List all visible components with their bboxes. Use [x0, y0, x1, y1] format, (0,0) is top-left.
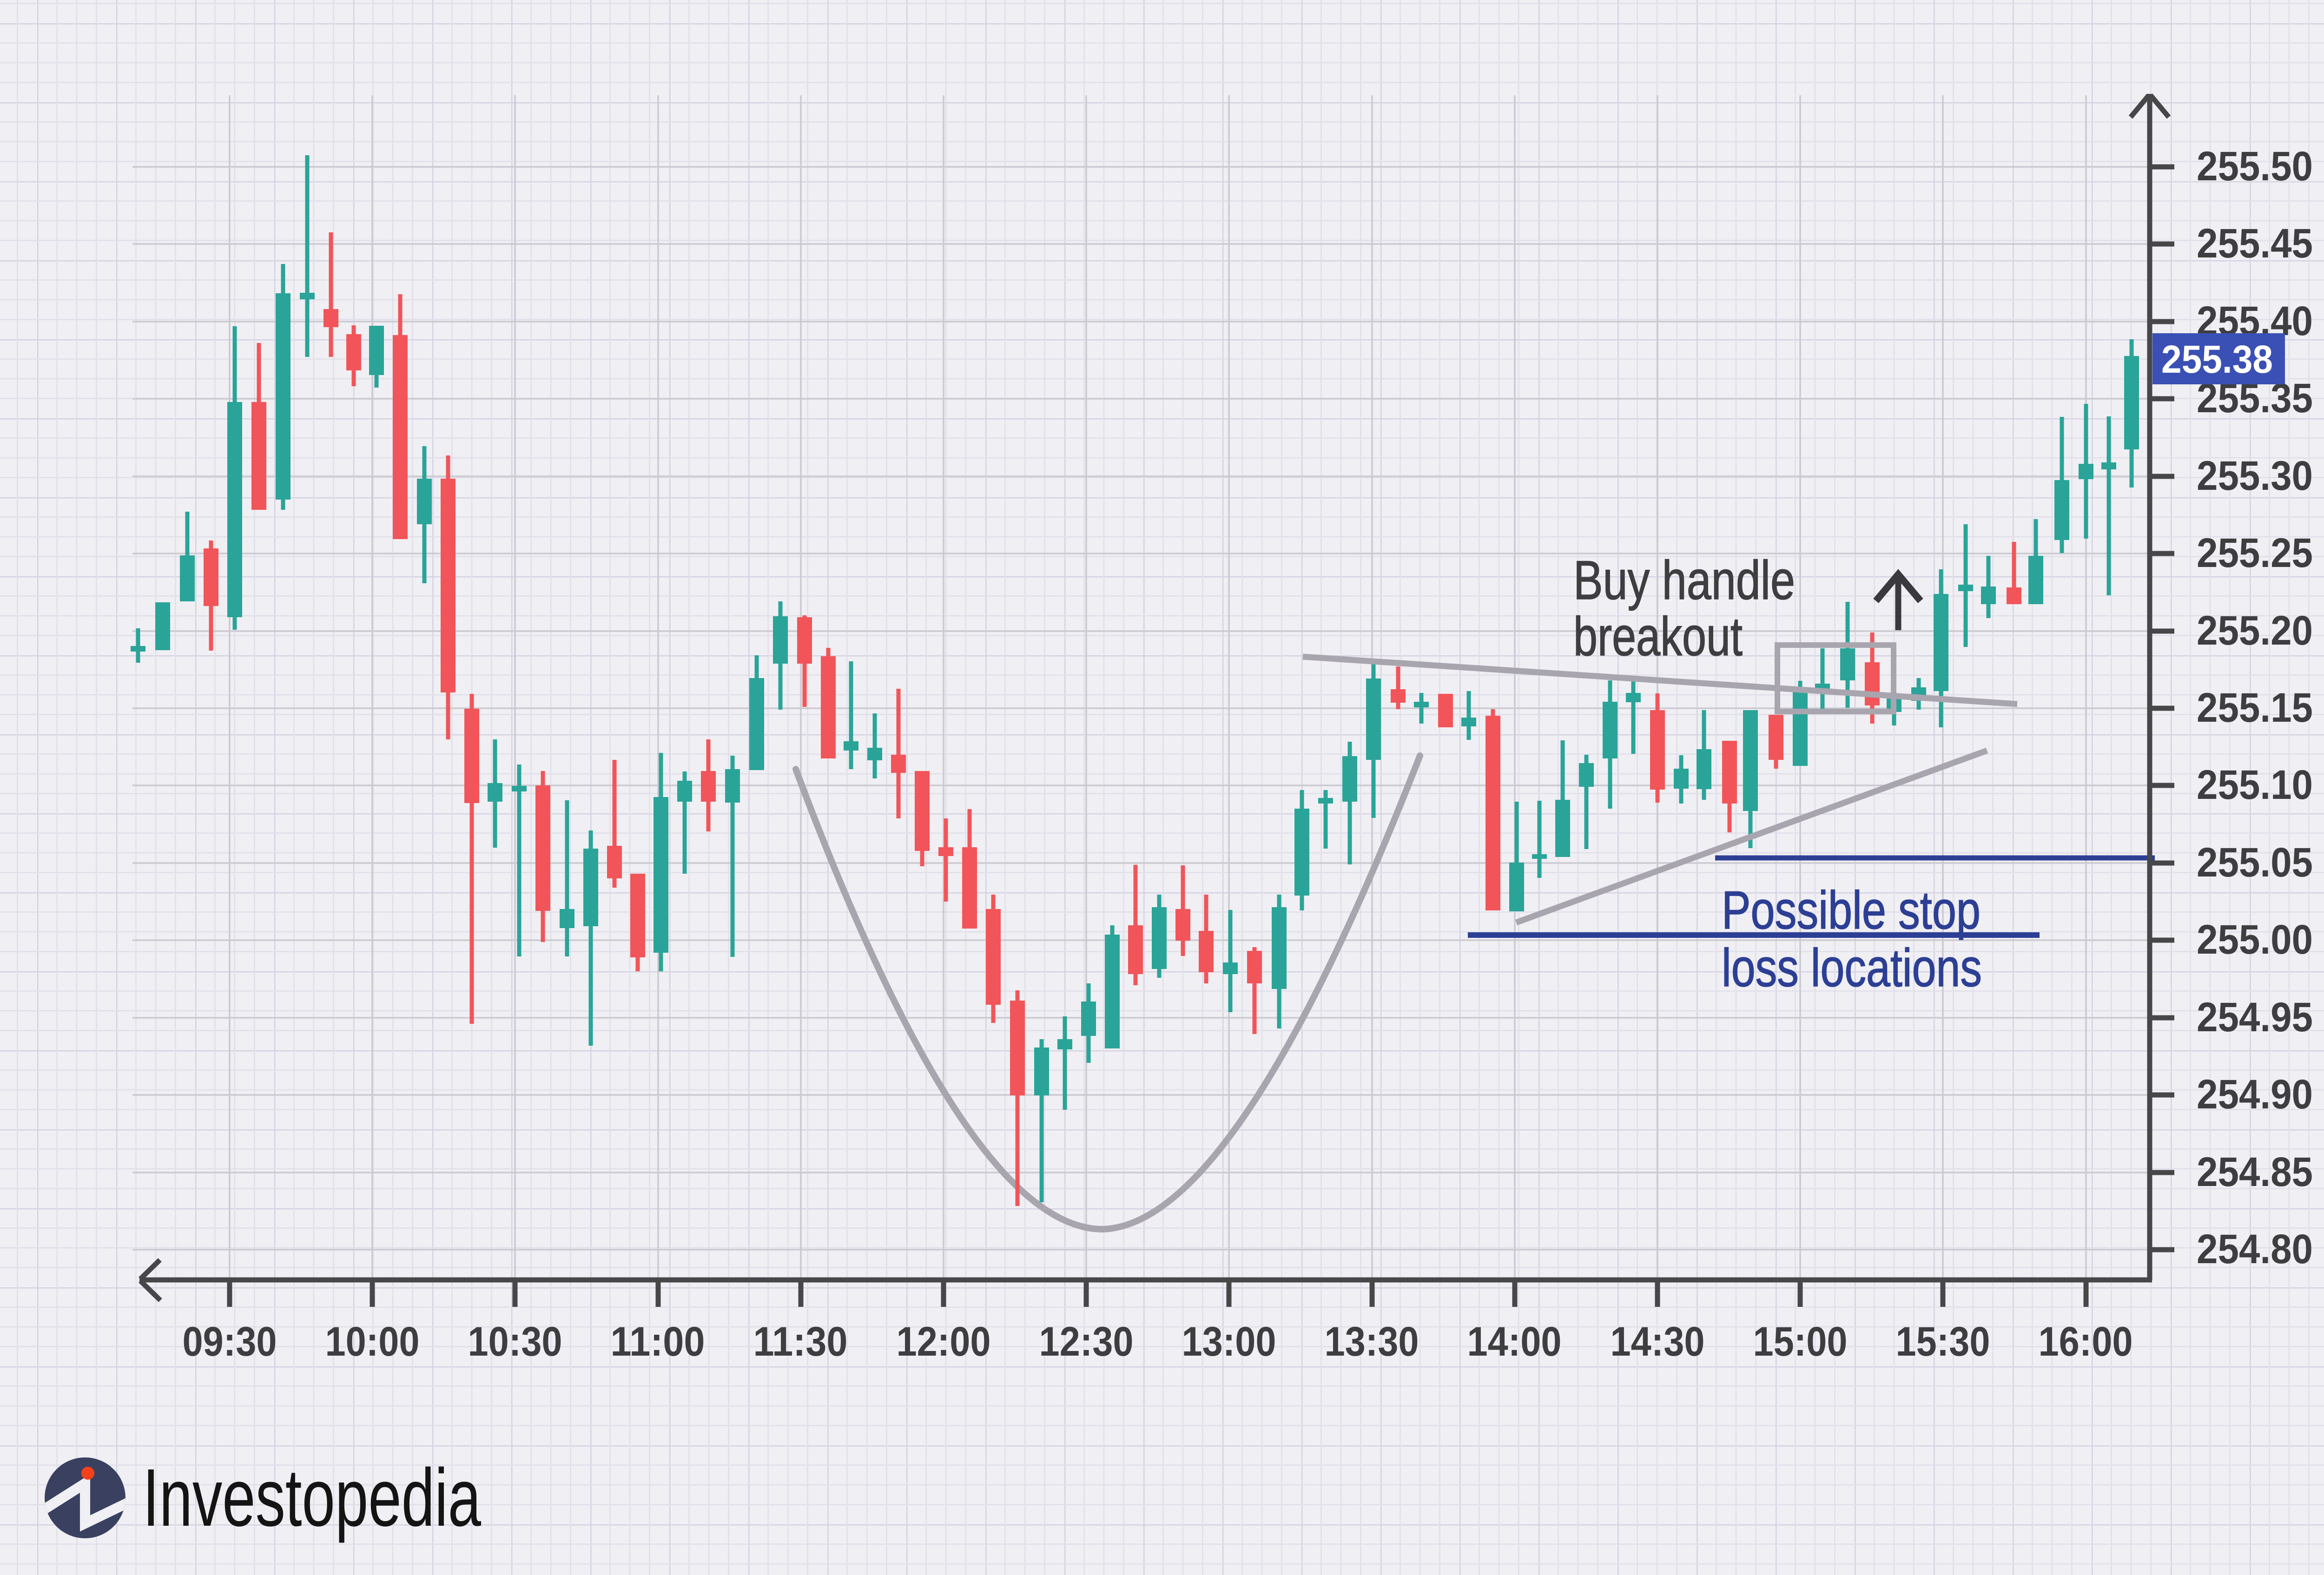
svg-text:15:30: 15:30 [1896, 1318, 1990, 1364]
svg-text:255.00: 255.00 [2197, 916, 2313, 962]
svg-text:Possible stop: Possible stop [1722, 881, 1981, 940]
svg-text:13:30: 13:30 [1325, 1318, 1419, 1364]
svg-text:15:00: 15:00 [1753, 1318, 1848, 1364]
svg-text:09:30: 09:30 [183, 1318, 277, 1364]
svg-text:255.15: 255.15 [2197, 684, 2313, 731]
svg-text:254.95: 254.95 [2197, 994, 2313, 1040]
svg-text:loss locations: loss locations [1722, 938, 1982, 998]
svg-text:255.20: 255.20 [2197, 607, 2313, 653]
svg-text:11:00: 11:00 [611, 1318, 705, 1364]
svg-text:255.50: 255.50 [2197, 143, 2313, 189]
svg-text:10:00: 10:00 [325, 1318, 420, 1364]
svg-text:12:30: 12:30 [1039, 1318, 1134, 1364]
svg-text:13:00: 13:00 [1182, 1318, 1276, 1364]
svg-text:11:30: 11:30 [753, 1318, 848, 1364]
svg-text:255.45: 255.45 [2197, 220, 2313, 266]
svg-text:16:00: 16:00 [2039, 1318, 2133, 1364]
svg-text:12:00: 12:00 [897, 1318, 991, 1364]
svg-text:14:30: 14:30 [1611, 1318, 1705, 1364]
svg-text:255.10: 255.10 [2197, 761, 2313, 808]
svg-text:255.38: 255.38 [2161, 337, 2273, 381]
svg-text:255.05: 255.05 [2197, 839, 2313, 885]
svg-text:255.30: 255.30 [2197, 452, 2313, 499]
svg-text:breakout: breakout [1573, 606, 1743, 667]
svg-text:14:00: 14:00 [1467, 1318, 1562, 1364]
svg-text:255.25: 255.25 [2197, 529, 2313, 576]
svg-text:Buy handle: Buy handle [1573, 550, 1795, 611]
svg-text:Investopedia: Investopedia [143, 1452, 481, 1543]
svg-text:10:30: 10:30 [468, 1318, 562, 1364]
svg-text:254.90: 254.90 [2197, 1071, 2313, 1117]
svg-text:254.85: 254.85 [2197, 1148, 2313, 1195]
svg-text:254.80: 254.80 [2197, 1226, 2313, 1272]
